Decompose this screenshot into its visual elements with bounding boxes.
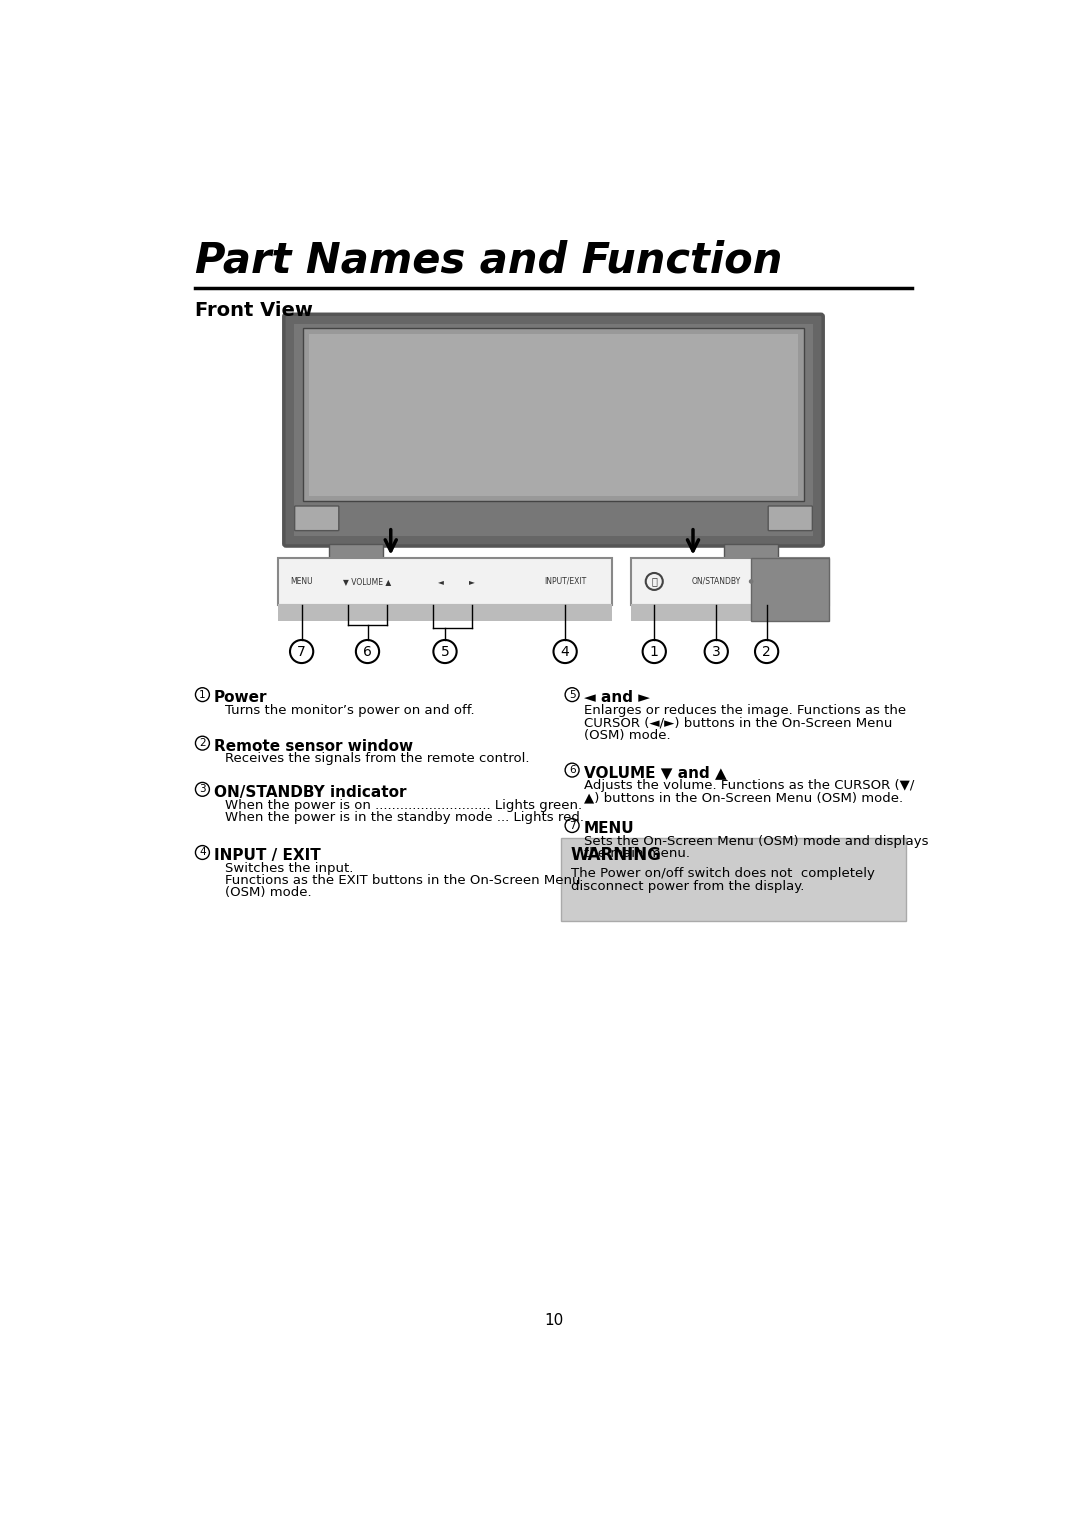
Text: 3: 3	[199, 784, 205, 795]
Circle shape	[433, 640, 457, 663]
Text: 7: 7	[569, 821, 576, 831]
Text: Receives the signals from the remote control.: Receives the signals from the remote con…	[225, 752, 529, 766]
Bar	[631, 604, 828, 620]
Circle shape	[704, 640, 728, 663]
Text: ◄: ◄	[438, 578, 444, 585]
Bar	[309, 335, 798, 497]
Text: MENU: MENU	[291, 578, 313, 585]
Text: 5: 5	[569, 689, 576, 700]
Bar	[751, 558, 828, 620]
FancyBboxPatch shape	[295, 506, 339, 530]
Bar	[294, 324, 813, 536]
Circle shape	[554, 640, 577, 663]
Text: ▼ VOLUME ▲: ▼ VOLUME ▲	[343, 578, 392, 585]
Bar	[562, 837, 906, 921]
Text: Turns the monitor’s power on and off.: Turns the monitor’s power on and off.	[225, 704, 474, 717]
Text: 2: 2	[199, 738, 205, 749]
Text: Adjusts the volume. Functions as the CURSOR (▼/: Adjusts the volume. Functions as the CUR…	[583, 779, 914, 793]
Circle shape	[195, 845, 210, 859]
Text: 6: 6	[569, 766, 576, 775]
Bar	[303, 329, 804, 501]
Text: 7: 7	[297, 645, 306, 659]
Circle shape	[195, 782, 210, 796]
Text: ◄ and ►: ◄ and ►	[583, 691, 650, 704]
Bar	[631, 558, 828, 605]
Circle shape	[643, 640, 666, 663]
Text: Switches the input.: Switches the input.	[225, 862, 353, 874]
Text: Remote sensor window: Remote sensor window	[214, 738, 414, 753]
Text: ►: ►	[469, 578, 475, 585]
Text: When the power is on ............................ Lights green.: When the power is on ...................…	[225, 799, 582, 811]
Bar	[279, 604, 611, 620]
Bar	[724, 544, 779, 558]
Text: Power: Power	[214, 691, 268, 704]
Circle shape	[195, 688, 210, 701]
Text: INPUT/EXIT: INPUT/EXIT	[544, 578, 586, 585]
Text: 2: 2	[762, 645, 771, 659]
Text: (OSM) mode.: (OSM) mode.	[225, 886, 311, 900]
Text: 10: 10	[544, 1313, 563, 1328]
Text: INPUT / EXIT: INPUT / EXIT	[214, 848, 321, 863]
Text: 1: 1	[650, 645, 659, 659]
Text: (OSM) mode.: (OSM) mode.	[583, 729, 671, 741]
Circle shape	[195, 736, 210, 750]
Text: disconnect power from the display.: disconnect power from the display.	[570, 880, 804, 894]
Circle shape	[565, 819, 579, 833]
Text: the main menu.: the main menu.	[583, 847, 690, 860]
Bar	[279, 558, 611, 605]
Text: When the power is in the standby mode ... Lights red.: When the power is in the standby mode ..…	[225, 811, 584, 824]
Circle shape	[755, 640, 779, 663]
Text: CURSOR (◄/►) buttons in the On-Screen Menu: CURSOR (◄/►) buttons in the On-Screen Me…	[583, 717, 892, 729]
Circle shape	[646, 573, 663, 590]
Text: Front View: Front View	[195, 301, 313, 321]
Circle shape	[565, 762, 579, 778]
Circle shape	[565, 688, 579, 701]
Text: 3: 3	[712, 645, 720, 659]
Circle shape	[291, 640, 313, 663]
Text: 1: 1	[199, 689, 205, 700]
Text: VOLUME ▼ and ▲: VOLUME ▼ and ▲	[583, 766, 727, 781]
Text: Sets the On-Screen Menu (OSM) mode and displays: Sets the On-Screen Menu (OSM) mode and d…	[583, 834, 928, 848]
Text: ON/STANDBY indicator: ON/STANDBY indicator	[214, 785, 406, 799]
Circle shape	[356, 640, 379, 663]
Text: 4: 4	[199, 848, 205, 857]
Text: 4: 4	[561, 645, 569, 659]
Text: The Power on/off switch does not  completely: The Power on/off switch does not complet…	[570, 866, 875, 880]
Circle shape	[748, 579, 754, 584]
Bar	[328, 544, 383, 558]
Text: Enlarges or reduces the image. Functions as the: Enlarges or reduces the image. Functions…	[583, 704, 906, 717]
Text: 6: 6	[363, 645, 372, 659]
Text: Functions as the EXIT buttons in the On-Screen Menu: Functions as the EXIT buttons in the On-…	[225, 874, 580, 888]
Text: WARNING: WARNING	[570, 845, 661, 863]
FancyBboxPatch shape	[768, 506, 812, 530]
Text: 5: 5	[441, 645, 449, 659]
FancyBboxPatch shape	[284, 315, 823, 545]
Text: MENU: MENU	[583, 821, 634, 836]
Text: ▲) buttons in the On-Screen Menu (OSM) mode.: ▲) buttons in the On-Screen Menu (OSM) m…	[583, 792, 903, 805]
Text: ON/STANDBY: ON/STANDBY	[691, 578, 741, 585]
Text: Part Names and Function: Part Names and Function	[195, 240, 783, 281]
Text: ⏻: ⏻	[651, 576, 658, 587]
